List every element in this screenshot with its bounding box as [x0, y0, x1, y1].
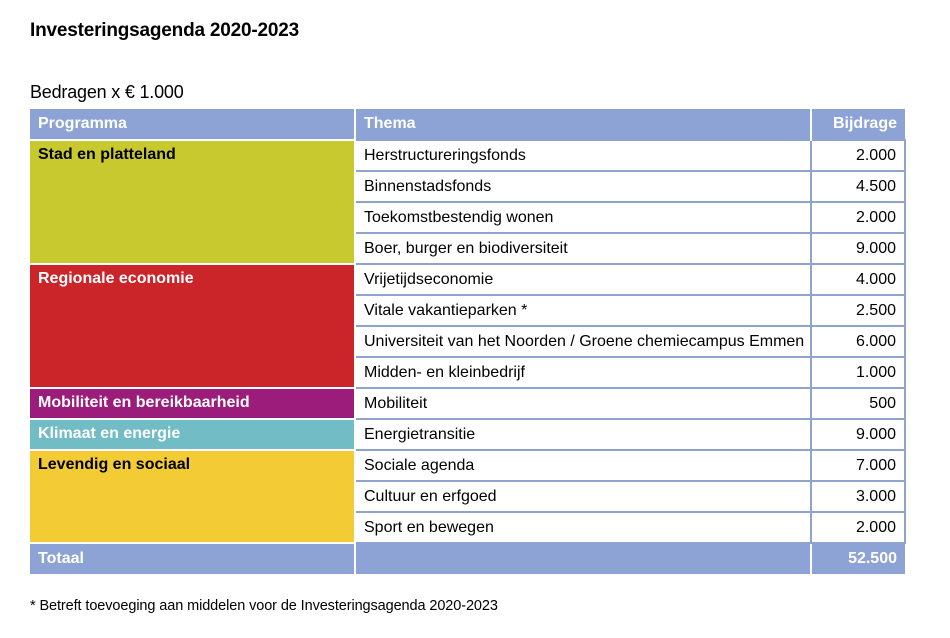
- thema-cell: Energietransitie: [354, 418, 812, 451]
- page-title: Investeringsagenda 2020-2023: [30, 20, 299, 41]
- table-row: Vitale vakantieparken * 2.500: [30, 294, 906, 327]
- thema-cell: Sociale agenda: [354, 449, 812, 482]
- column-header-thema: Thema: [354, 109, 812, 140]
- thema-cell: Sport en bewegen: [354, 511, 812, 544]
- header-row: Programma Thema Bijdrage: [30, 109, 905, 140]
- bijdrage-cell: 9.000: [810, 418, 906, 451]
- bijdrage-cell: 2.000: [810, 201, 906, 234]
- table-row: Stad en platteland Herstructureringsfonds…: [30, 139, 906, 265]
- table-header: Programma Thema Bijdrage: [30, 109, 905, 140]
- total-thema: [354, 542, 812, 574]
- thema-cell: Universiteit van het Noorden / Groene ch…: [354, 325, 812, 358]
- bijdrage-cell: 4.000: [810, 263, 906, 296]
- table-row: Toekomstbestendig wonen 2.000: [30, 201, 906, 234]
- table-row: Midden- en kleinbedrijf 1.000: [30, 356, 906, 389]
- bijdrage-cell: 1.000: [810, 356, 906, 389]
- total-row: Totaal 52.500: [30, 542, 905, 574]
- programma-cell: Mobiliteit en bereikbaarheid: [30, 387, 356, 420]
- footnote: * Betreft toevoeging aan middelen voor d…: [30, 598, 498, 614]
- thema-cell: Vitale vakantieparken *: [354, 294, 812, 327]
- table-row: Boer, burger en biodiversiteit 9.000: [30, 232, 906, 265]
- table-row: Universiteit van het Noorden / Groene ch…: [30, 325, 906, 358]
- programma-cell: Stad en platteland: [30, 139, 356, 265]
- bijdrage-cell: 500: [810, 387, 906, 420]
- thema-cell: Toekomstbestendig wonen: [354, 201, 812, 234]
- programma-cell: Levendig en sociaal: [30, 449, 356, 544]
- bijdrage-cell: 9.000: [810, 232, 906, 265]
- table-row: Klimaat en energie Energietransitie 9.000: [30, 418, 906, 451]
- column-header-programma: Programma: [30, 109, 356, 140]
- bijdrage-cell: 7.000: [810, 449, 906, 482]
- bijdrage-cell: 2.000: [810, 511, 906, 544]
- table-row: Mobiliteit en bereikbaarheid Mobiliteit 50…: [30, 387, 906, 420]
- thema-cell: Cultuur en erfgoed: [354, 480, 812, 513]
- thema-cell: Binnenstadsfonds: [354, 170, 812, 203]
- table-body: Stad en platteland Herstructureringsfonds…: [30, 139, 906, 574]
- investment-table: Programma Thema Bijdrage Stad en plattel…: [30, 109, 906, 574]
- thema-cell: Midden- en kleinbedrijf: [354, 356, 812, 389]
- table-row: Regionale economie Vrijetijdseconomie 4.00…: [30, 263, 906, 389]
- bijdrage-cell: 6.000: [810, 325, 906, 358]
- table-row: Binnenstadsfonds 4.500: [30, 170, 906, 203]
- total-label: Totaal: [30, 542, 356, 574]
- table-row: Sport en bewegen 2.000: [30, 511, 906, 544]
- amount-unit-note: Bedragen x € 1.000: [30, 82, 184, 102]
- bijdrage-cell: 2.000: [810, 139, 906, 172]
- column-header-bijdrage: Bijdrage: [810, 109, 905, 140]
- bijdrage-cell: 2.500: [810, 294, 906, 327]
- thema-cell: Boer, burger en biodiversiteit: [354, 232, 812, 265]
- total-amount: 52.500: [810, 542, 905, 574]
- programma-cell: Regionale economie: [30, 263, 356, 389]
- table-row: Cultuur en erfgoed 3.000: [30, 480, 906, 513]
- bijdrage-cell: 4.500: [810, 170, 906, 203]
- bijdrage-cell: 3.000: [810, 480, 906, 513]
- table-row: Levendig en sociaal Sociale agenda 7.000: [30, 449, 906, 544]
- thema-cell: Vrijetijdseconomie: [354, 263, 812, 296]
- thema-cell: Mobiliteit: [354, 387, 812, 420]
- programma-cell: Klimaat en energie: [30, 418, 356, 451]
- thema-cell: Herstructureringsfonds: [354, 139, 812, 172]
